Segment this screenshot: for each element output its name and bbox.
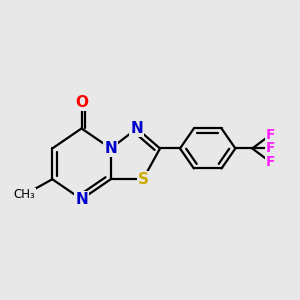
Text: O: O [75, 95, 88, 110]
Text: N: N [75, 192, 88, 207]
Text: S: S [138, 172, 148, 187]
Text: N: N [104, 141, 117, 156]
Text: N: N [130, 121, 143, 136]
Text: F: F [266, 142, 275, 155]
Text: F: F [266, 128, 275, 142]
Text: F: F [266, 155, 275, 169]
Text: CH₃: CH₃ [14, 188, 35, 201]
